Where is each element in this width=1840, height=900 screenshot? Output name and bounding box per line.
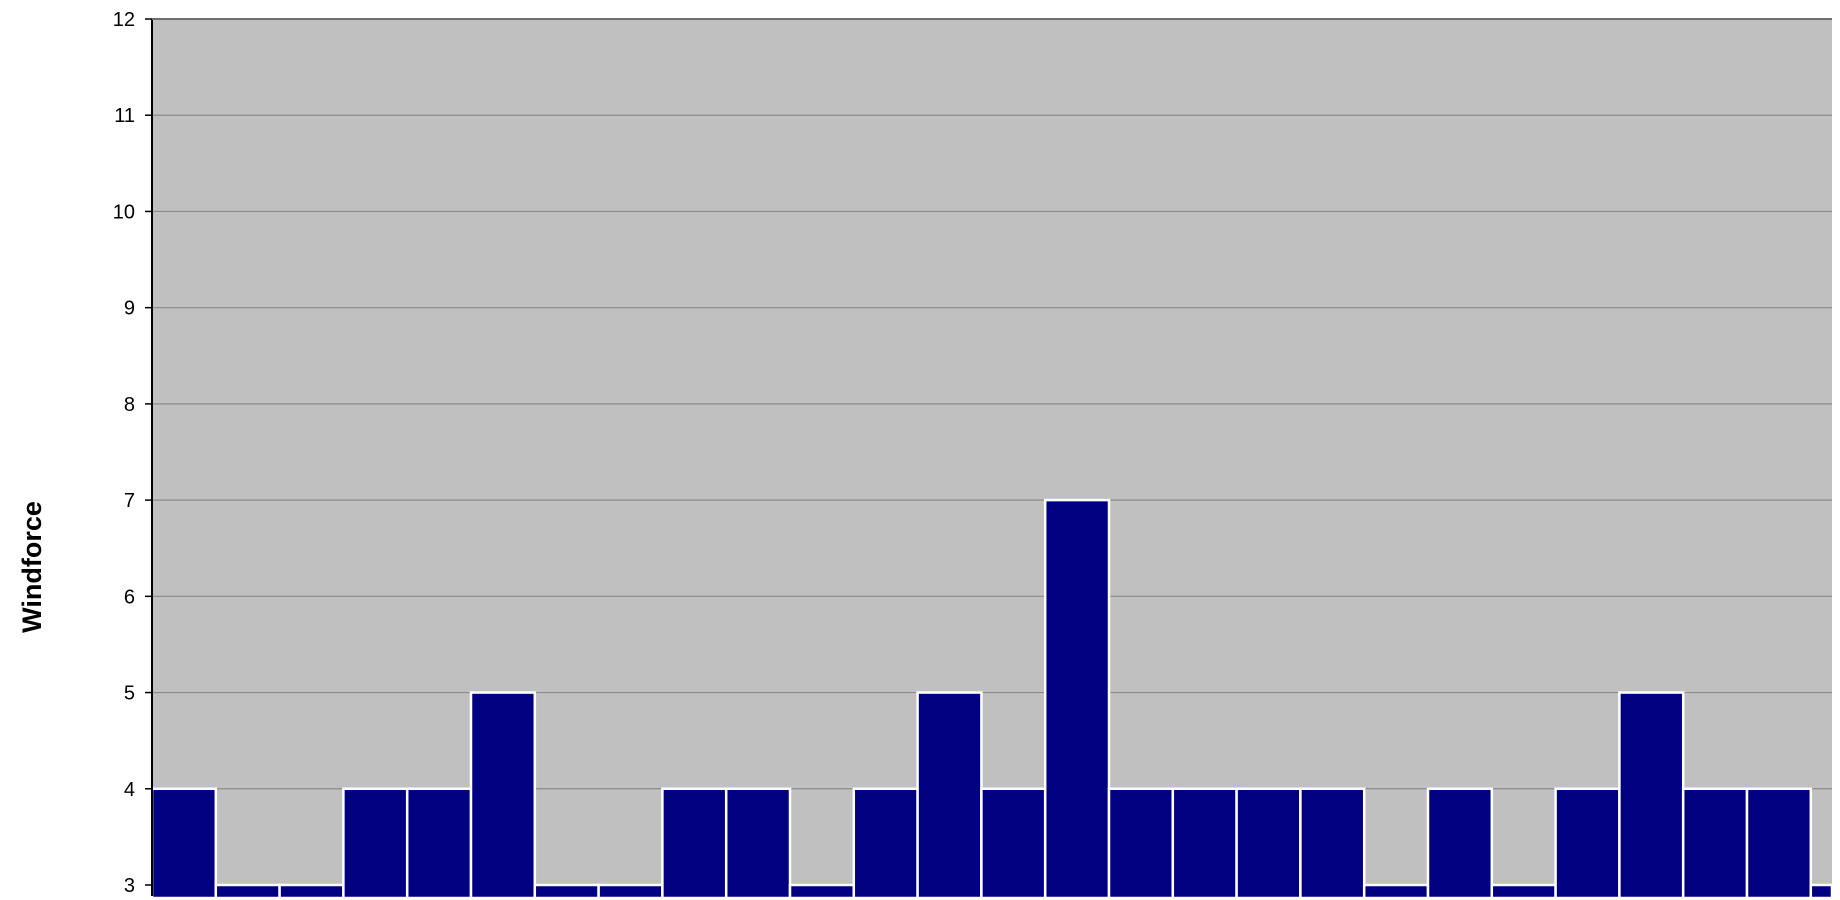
bar-7 [533,883,600,900]
bar-24 [1618,691,1685,900]
y-tick-label-9: 9 [124,298,135,320]
bar-12 [852,787,919,900]
bar-21 [1426,787,1494,900]
bar-19 [1299,787,1366,900]
y-tick-label-4: 4 [124,779,135,801]
y-tick-label-7: 7 [124,490,135,512]
bar-15 [1043,498,1111,900]
y-axis-title: Windforce [17,501,47,633]
bar-22 [1490,883,1557,900]
bar-13 [916,691,983,900]
bar-26 [1745,787,1813,900]
bar-3 [278,883,345,900]
bar-16 [1107,787,1175,900]
y-tick-label-6: 6 [124,586,135,608]
bar-25 [1681,787,1749,900]
plot-area [152,19,1832,896]
bar-5 [405,787,473,900]
bar-8 [597,883,664,900]
bar-series [150,498,1834,900]
bar-6 [469,691,537,900]
bar-1 [150,787,218,900]
y-tick-label-8: 8 [124,394,135,416]
y-tick-label-12: 12 [113,9,135,31]
bar-2 [214,883,281,900]
bar-4 [342,787,409,900]
bar-27 [1809,883,1834,900]
y-tick-label-3: 3 [124,875,135,897]
bar-17 [1171,787,1238,900]
bar-9 [661,787,728,900]
y-tick-label-10: 10 [113,201,135,223]
y-tick-label-5: 5 [124,683,135,705]
y-axis-ticks: 3 4 5 6 7 8 9 10 11 12 [113,9,152,897]
bar-18 [1235,787,1302,900]
bar-11 [788,883,856,900]
bar-23 [1554,787,1621,900]
bar-10 [724,787,792,900]
bar-20 [1362,883,1430,900]
bar-14 [980,787,1047,900]
y-tick-label-11: 11 [114,105,135,127]
